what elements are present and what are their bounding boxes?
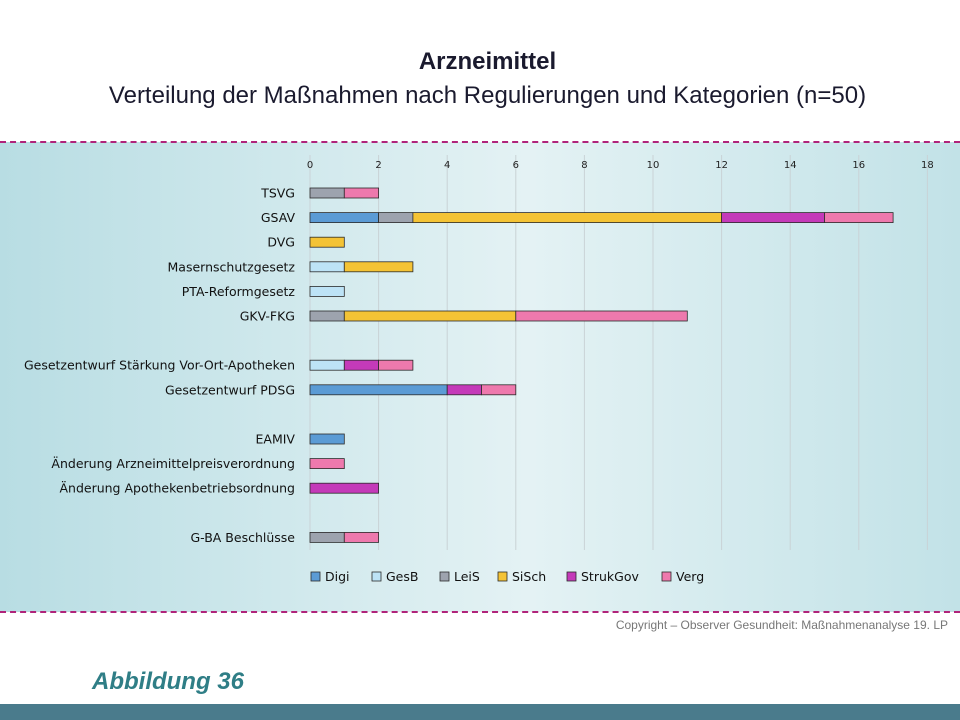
- bottom-dashed-divider: [0, 611, 960, 613]
- category-label: Änderung Arzneimittelpreisverordnung: [51, 456, 295, 471]
- chart-subtitle: Verteilung der Maßnahmen nach Regulierun…: [108, 82, 867, 109]
- bar-segment-verg: [481, 384, 517, 396]
- figure-label: Abbildung 36: [92, 668, 244, 695]
- legend-label: Digi: [325, 569, 350, 584]
- x-tick-labels: 0 2 4 6 8 10 12 14 16 18: [307, 160, 934, 171]
- x-tick-label: 12: [715, 160, 728, 171]
- legend-item: GesB: [371, 569, 418, 584]
- footer-bar: [0, 704, 960, 720]
- category-label: Masernschutzgesetz: [168, 259, 296, 274]
- category-label: Änderung Apothekenbetriebsordnung: [59, 481, 295, 496]
- legend-swatch: [439, 571, 450, 582]
- legend-item: LeiS: [439, 569, 480, 584]
- legend: Digi GesB LeiS SiSch StrukGov Verg: [310, 569, 704, 584]
- legend-item: StrukGov: [566, 569, 639, 584]
- legend-swatch: [566, 571, 577, 582]
- x-tick-label: 18: [921, 160, 934, 171]
- bar-segment-verg: [343, 532, 379, 543]
- category-label: TSVG: [260, 186, 295, 201]
- x-tick-label: 2: [375, 160, 381, 171]
- category-labels: TSVG GSAV DVG Masernschutzgesetz PTA-Reformg…: [24, 186, 296, 545]
- legend-item: Verg: [661, 569, 704, 584]
- x-tick-label: 4: [444, 160, 450, 171]
- legend-swatch: [310, 571, 321, 582]
- legend-label: SiSch: [512, 569, 546, 584]
- bar-segment-gesb: [309, 359, 345, 371]
- category-label: GKV-FKG: [240, 309, 295, 324]
- bar-segment-sisch: [412, 212, 723, 224]
- legend-label: LeiS: [454, 569, 480, 584]
- category-label: Gesetzentwurf Stärkung Vor-Ort-Apotheken: [24, 358, 295, 373]
- bar-segment-sisch: [309, 236, 345, 248]
- bar-segment-verg: [824, 212, 894, 224]
- top-dashed-divider: [0, 141, 960, 143]
- category-label: DVG: [267, 235, 295, 250]
- x-tick-label: 6: [513, 160, 519, 171]
- bar-segment-verg: [343, 187, 379, 199]
- bar-segment-digi: [309, 384, 448, 396]
- x-tick-label: 8: [581, 160, 587, 171]
- bar-segment-leis: [309, 532, 345, 543]
- bar-segment-verg: [378, 359, 414, 371]
- bar-segment-digi: [309, 212, 379, 224]
- copyright-note: Copyright – Observer Gesundheit: Maßnahm…: [615, 618, 948, 632]
- bar-segment-strukgov: [343, 359, 379, 371]
- bars: [309, 187, 894, 543]
- x-tick-label: 0: [307, 160, 313, 171]
- x-tick-label: 14: [784, 160, 797, 171]
- category-label: Gesetzentwurf PDSG: [165, 382, 295, 397]
- category-label: G-BA Beschlüsse: [190, 530, 295, 545]
- category-label: PTA-Reformgesetz: [182, 284, 296, 299]
- bar-segment-gesb: [309, 261, 345, 273]
- chart-title: Arzneimittel: [418, 48, 557, 75]
- bar-segment-digi: [309, 433, 345, 445]
- bar-segment-strukgov: [309, 482, 379, 494]
- bar-segment-leis: [378, 212, 414, 224]
- bar-segment-leis: [309, 310, 345, 322]
- category-label: EAMIV: [256, 432, 296, 447]
- legend-item: SiSch: [497, 569, 546, 584]
- category-label: GSAV: [261, 210, 296, 225]
- bar-segment-sisch: [343, 310, 517, 322]
- legend-label: GesB: [386, 569, 418, 584]
- legend-swatch: [371, 571, 382, 582]
- legend-swatch: [497, 571, 508, 582]
- legend-swatch: [661, 571, 672, 582]
- bar-segment-gesb: [309, 285, 345, 297]
- bar-segment-leis: [309, 187, 345, 199]
- bar-segment-strukgov: [721, 212, 825, 224]
- bar-segment-verg: [309, 458, 345, 470]
- legend-label: Verg: [676, 569, 704, 584]
- bar-segment-strukgov: [446, 384, 482, 396]
- legend-item: Digi: [310, 569, 350, 584]
- bar-segment-sisch: [343, 261, 414, 273]
- bar-segment-verg: [515, 310, 688, 322]
- x-tick-label: 10: [647, 160, 660, 171]
- x-tick-label: 16: [852, 160, 865, 171]
- legend-label: StrukGov: [581, 569, 639, 584]
